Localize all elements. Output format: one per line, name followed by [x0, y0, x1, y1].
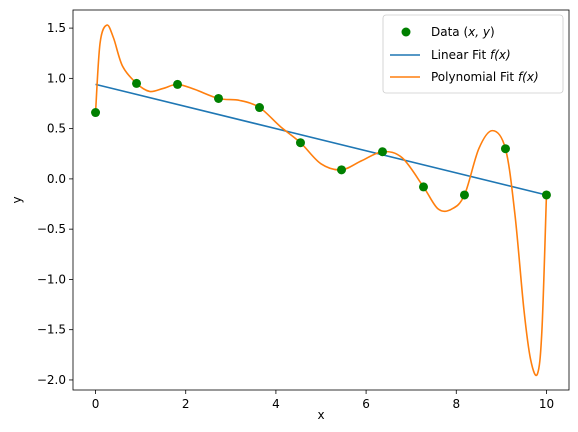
- x-tick-label: 8: [452, 397, 460, 411]
- data-point: [295, 138, 305, 148]
- x-tick-label: 4: [272, 397, 280, 411]
- y-axis: −2.0 −1.5 −1.0 −0.5 0.0 0.5 1.0 1.5: [37, 21, 73, 387]
- data-point: [459, 190, 469, 200]
- data-point: [214, 93, 224, 103]
- legend-frame: [382, 14, 564, 94]
- data-point: [418, 182, 428, 192]
- points-layer: [91, 78, 551, 200]
- data-point: [500, 144, 510, 154]
- legend-marker-data: [401, 27, 411, 37]
- legend-label-polynomial: Polynomial Fit f(x): [431, 70, 539, 84]
- y-tick-label: 0.0: [47, 172, 66, 186]
- y-tick-label: −2.0: [37, 373, 66, 387]
- legend-label-data: Data (x, y): [431, 25, 495, 39]
- y-tick-label: −0.5: [37, 222, 66, 236]
- x-axis-title: x: [317, 408, 324, 422]
- y-tick-label: −1.0: [37, 272, 66, 286]
- data-point: [378, 147, 388, 157]
- data-point: [173, 79, 183, 89]
- data-point: [541, 190, 551, 200]
- y-tick-label: 1.0: [47, 71, 66, 85]
- x-tick-label: 10: [539, 397, 554, 411]
- series-layer: [94, 24, 548, 377]
- y-axis-title: y: [10, 196, 24, 203]
- series-line-2: [94, 24, 548, 377]
- x-tick-label: 6: [362, 397, 370, 411]
- x-tick-label: 2: [182, 397, 190, 411]
- data-point: [132, 78, 142, 88]
- data-point: [337, 165, 347, 175]
- x-axis: 0 2 4 6 8 10: [92, 390, 554, 411]
- legend-label-linear: Linear Fit f(x): [431, 48, 511, 62]
- x-tick-label: 0: [92, 397, 100, 411]
- legend: Data (x, y) Linear Fit f(x) Polynomial F…: [382, 14, 564, 94]
- y-tick-label: 0.5: [47, 122, 66, 136]
- y-tick-label: 1.5: [47, 21, 66, 35]
- data-point: [254, 103, 264, 113]
- y-tick-label: −1.5: [37, 323, 66, 337]
- data-point: [91, 108, 101, 118]
- plot-frame: [72, 9, 570, 391]
- series-line-1: [95, 83, 547, 196]
